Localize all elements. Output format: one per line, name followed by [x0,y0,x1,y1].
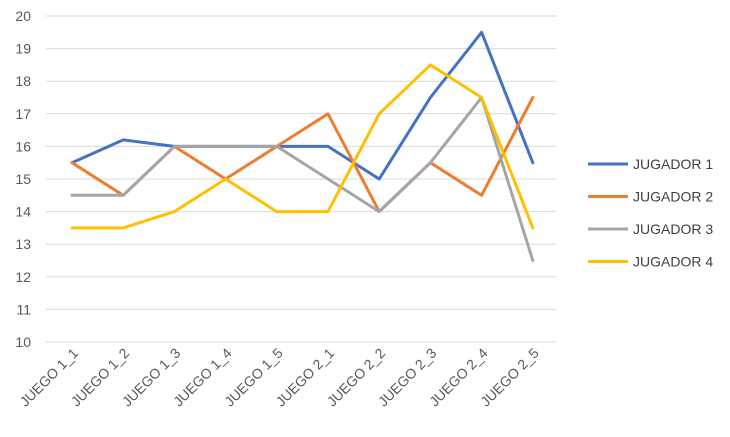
y-tick-label: 15 [15,171,31,187]
y-tick-label: 10 [15,334,31,350]
y-tick-label: 13 [15,236,31,252]
y-tick-label: 14 [15,204,31,220]
y-tick-label: 18 [15,73,31,89]
series-line-2 [70,96,535,214]
series-line-3 [70,96,535,262]
series-line-1 [70,30,535,181]
series-lines [70,30,535,262]
gridlines [46,15,556,343]
legend-label: JUGADOR 2 [633,189,713,205]
y-tick-label: 16 [15,138,31,154]
legend-label: JUGADOR 4 [633,254,713,270]
series-line-4 [70,63,535,230]
legend-label: JUGADOR 3 [633,221,713,237]
y-tick-label: 12 [15,269,31,285]
y-tick-label: 11 [16,301,31,317]
y-tick-label: 19 [15,41,31,57]
legend-label: JUGADOR 1 [633,156,713,172]
y-tick-label: 17 [15,106,31,122]
legend: JUGADOR 1 JUGADOR 2 JUGADOR 3 JUGADOR 4 [588,156,713,270]
y-tick-label: 20 [15,8,31,24]
y-axis-ticks: 10 11 12 13 14 15 16 17 18 19 20 [15,8,31,350]
